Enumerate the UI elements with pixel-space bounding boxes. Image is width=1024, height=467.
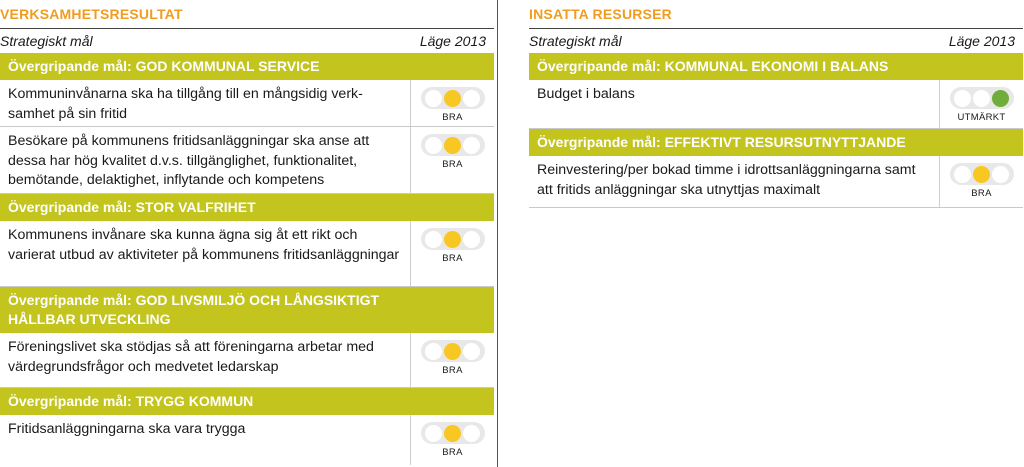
table-row: Besökare på kommunens fritidsanläggninga… <box>0 127 494 194</box>
status-cell: UTMÄRKT <box>939 80 1023 128</box>
table-row: Fritidsanläggningarna ska vara trygga BR… <box>0 415 494 465</box>
table-row: Reinvestering/per bokad timme i idrottsa… <box>529 156 1023 208</box>
status-label: BRA <box>442 159 463 170</box>
table-row: Kommunens invånare ska kunna ägna sig åt… <box>0 221 494 287</box>
col-strategic-goal: Strategiskt mål <box>0 33 93 49</box>
goal-header: Övergripande mål: STOR VALFRIHET <box>0 194 494 221</box>
status-cell: BRA <box>410 415 494 465</box>
status-cell: BRA <box>410 80 494 126</box>
goal-header: Övergripande mål: KOMMUNAL EKONOMI I BAL… <box>529 53 1023 80</box>
status-label: UTMÄRKT <box>957 112 1006 123</box>
status-label: BRA <box>442 365 463 376</box>
column-header: Strategiskt mål Läge 2013 <box>529 28 1023 53</box>
goal-text: Reinvestering/per bokad timme i idrottsa… <box>537 162 916 198</box>
traffic-light-icon <box>949 163 1014 185</box>
traffic-light-icon <box>420 422 485 444</box>
goal-text: Föreningslivet ska stödjas så att föreni… <box>8 339 374 375</box>
col-status-2013: Läge 2013 <box>419 33 486 49</box>
status-label: BRA <box>971 188 992 199</box>
status-cell: BRA <box>939 156 1023 207</box>
section-title: INSATTA RESURSER <box>529 6 672 22</box>
status-cell: BRA <box>410 221 494 286</box>
status-cell: BRA <box>410 127 494 193</box>
goal-text: Budget i balans <box>537 86 635 102</box>
status-label: BRA <box>442 447 463 458</box>
results-panel: VERKSAMHETSRESULTAT Strategiskt mål Läge… <box>0 0 494 465</box>
goal-header: Övergripande mål: TRYGG KOMMUN <box>0 388 494 415</box>
table-row: Föreningslivet ska stödjas så att föreni… <box>0 333 494 388</box>
status-label: BRA <box>442 112 463 123</box>
traffic-light-icon <box>420 87 485 109</box>
goal-text: Kommuninvånarna ska ha tillgång till en … <box>8 86 363 122</box>
status-label: BRA <box>442 253 463 264</box>
goal-header: Övergripande mål: GOD KOMMUNAL SERVICE <box>0 53 494 80</box>
table-row: Budget i balans UTMÄRKT <box>529 80 1023 129</box>
resources-panel: INSATTA RESURSER Strategiskt mål Läge 20… <box>529 0 1023 208</box>
goal-text: Kommunens invånare ska kunna ägna sig åt… <box>8 227 400 263</box>
col-strategic-goal: Strategiskt mål <box>529 33 622 49</box>
traffic-light-icon <box>420 228 485 250</box>
column-header: Strategiskt mål Läge 2013 <box>0 28 494 53</box>
goal-text: Fritidsanläggningarna ska vara trygga <box>8 421 246 437</box>
traffic-light-icon <box>949 87 1014 109</box>
status-cell: BRA <box>410 333 494 387</box>
goal-header: Övergripande mål: EFFEKTIVT RESURSUTNYTT… <box>529 129 1023 156</box>
goal-text: Besökare på kommunens fritidsanläggninga… <box>8 133 370 188</box>
traffic-light-icon <box>420 340 485 362</box>
table-row: Kommuninvånarna ska ha tillgång till en … <box>0 80 494 127</box>
col-status-2013: Läge 2013 <box>948 33 1015 49</box>
traffic-light-icon <box>420 134 485 156</box>
section-title: VERKSAMHETSRESULTAT <box>0 6 183 22</box>
goal-header: Övergripande mål: GOD LIVSMILJÖ OCH LÅNG… <box>0 287 420 333</box>
